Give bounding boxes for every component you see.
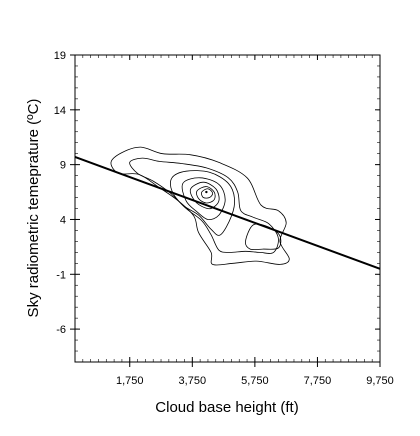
- y-tick-label: -1: [56, 269, 66, 281]
- y-tick-label: 9: [60, 160, 66, 172]
- y-tick-label: 19: [54, 50, 66, 62]
- major-ticks: [70, 54, 381, 367]
- y-tick-label: 4: [60, 214, 66, 226]
- x-tick-label: 1,750: [116, 375, 144, 387]
- contour-level-1: [110, 146, 290, 266]
- density-contours: [110, 146, 290, 266]
- contour-level-8: [245, 223, 282, 251]
- contour-level-3: [169, 170, 236, 236]
- x-tick-label: 7,750: [304, 375, 332, 387]
- y-tick-label: -6: [56, 324, 66, 336]
- x-tick-label: 3,750: [179, 375, 207, 387]
- y-tick-labels: -6 -1 4 9 14 19: [54, 50, 66, 336]
- x-axis-label: Cloud base height (ft): [155, 399, 298, 416]
- regression-line: [74, 156, 381, 270]
- minor-ticks: [75, 55, 380, 362]
- y-tick-label: 14: [54, 105, 66, 117]
- x-tick-label: 9,750: [366, 375, 394, 387]
- x-tick-label: 5,750: [241, 375, 269, 387]
- contour-level-2: [129, 157, 279, 254]
- plot-frame: [74, 54, 381, 363]
- contour-level-7: [201, 188, 214, 199]
- contour-level-4: [181, 177, 226, 220]
- y-axis-label: Sky radiometric temeprature (ºC): [25, 99, 42, 318]
- peak-marker: [205, 190, 208, 194]
- contour-level-6: [196, 186, 216, 204]
- x-tick-labels: 1,750 3,750 5,750 7,750 9,750: [116, 375, 394, 387]
